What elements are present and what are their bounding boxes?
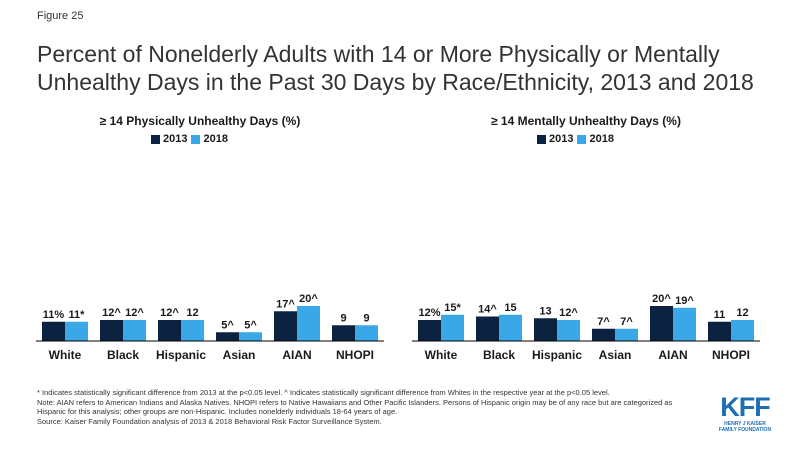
data-label-2018-hispanic: 12: [186, 307, 198, 319]
bar-2013-white: [42, 321, 65, 341]
bar-2013-nhopi: [708, 321, 731, 341]
data-label-2018-aian: 20^: [299, 293, 318, 305]
legend-label-2013: 2013: [549, 133, 574, 145]
category-label-asian: Asian: [223, 348, 256, 362]
category-label-black: Black: [107, 348, 139, 362]
data-label-2013-asian: 5^: [221, 319, 234, 331]
bar-2018-aian: [673, 307, 696, 341]
legend-item-2013: 2013: [151, 133, 187, 145]
bar-2018-asian: [615, 328, 638, 341]
bar-2018-black: [123, 320, 146, 341]
logo-line2: FAMILY FOUNDATION: [718, 427, 772, 433]
bar-2013-asian: [592, 328, 615, 341]
bar-2013-black: [100, 320, 123, 341]
legend-item-2018: 2018: [191, 133, 228, 145]
footnote-source: Source: Kaiser Family Foundation analysi…: [37, 416, 382, 426]
legend-label-2013: 2013: [163, 133, 188, 145]
category-label-aian: AIAN: [658, 348, 687, 362]
bar-2018-asian: [239, 332, 262, 341]
bar-2013-nhopi: [332, 325, 355, 341]
logo-line1: HENRY J KAISER: [724, 421, 766, 427]
legend-physical: 2013 2018: [151, 133, 232, 145]
bar-2018-aian: [297, 306, 320, 341]
legend-swatch-2013: [151, 134, 160, 144]
figure-label: Figure 25: [37, 10, 84, 22]
page-title: Percent of Nonelderly Adults with 14 or …: [37, 41, 754, 95]
bar-2018-nhopi: [355, 325, 378, 341]
data-label-2013-black: 12^: [102, 307, 121, 319]
footnote-note: Note: AIAN refers to American Indians an…: [37, 397, 673, 417]
category-label-asian: Asian: [599, 348, 632, 362]
data-label-2013-white: 11%: [43, 309, 65, 321]
logo-wordmark: KFF: [720, 392, 770, 422]
data-label-2018-asian: 5^: [244, 319, 257, 331]
legend-swatch-2018: [577, 134, 587, 144]
data-label-2018-black: 12^: [125, 307, 144, 319]
bar-2013-white: [418, 320, 441, 341]
legend-swatch-2013: [537, 134, 546, 144]
legend-item-2018: 2018: [577, 133, 614, 145]
kff-logo: KFF HENRY J KAISER FAMILY FOUNDATION: [715, 393, 775, 433]
data-label-2013-asian: 7^: [597, 316, 610, 328]
data-label-2018-nhopi: 12: [736, 307, 748, 319]
data-label-2013-black: 14^: [478, 304, 497, 316]
bar-2018-white: [441, 314, 464, 341]
bar-2018-black: [499, 314, 522, 341]
data-label-2013-white: 12%: [418, 307, 440, 319]
category-label-hispanic: Hispanic: [532, 348, 582, 362]
data-label-2018-aian: 19^: [675, 295, 694, 307]
chart-title-mental: ≥ 14 Mentally Unhealthy Days (%): [491, 114, 681, 128]
bar-charts: 11% 11* White 12^ 12^ Black 12^ 12 Hispanic 5^ 5^ A…: [36, 293, 760, 362]
category-label-aian: AIAN: [282, 348, 311, 362]
category-label-nhopi: NHOPI: [712, 348, 750, 362]
data-label-2013-aian: 20^: [652, 293, 671, 305]
bar-2013-black: [476, 316, 499, 341]
bar-2018-nhopi: [731, 320, 754, 341]
footnotes: * Indicates statistically significant di…: [37, 388, 677, 426]
data-label-2013-aian: 17^: [276, 298, 295, 310]
legend-mental: 2013 2018: [537, 133, 618, 145]
chart-title-physical: ≥ 14 Physically Unhealthy Days (%): [99, 114, 301, 128]
data-label-2018-asian: 7^: [620, 316, 633, 328]
category-label-white: White: [49, 348, 82, 362]
data-label-2018-white: 15*: [444, 302, 461, 314]
data-label-2018-nhopi: 9: [363, 312, 369, 324]
bar-2018-white: [65, 321, 88, 341]
data-label-2018-white: 11*: [69, 309, 86, 321]
data-label-2013-nhopi: 11: [714, 309, 726, 321]
legend-label-2018: 2018: [203, 133, 228, 145]
bar-2018-hispanic: [181, 320, 204, 341]
bar-2013-hispanic: [158, 320, 181, 341]
bar-2018-hispanic: [557, 320, 580, 341]
data-label-2013-hispanic: 12^: [160, 307, 179, 319]
data-label-2013-hispanic: 13: [539, 305, 551, 317]
bar-2013-hispanic: [534, 318, 557, 341]
category-label-black: Black: [483, 348, 515, 362]
legend-swatch-2018: [191, 134, 201, 144]
category-label-nhopi: NHOPI: [336, 348, 374, 362]
category-label-hispanic: Hispanic: [156, 348, 206, 362]
data-label-2013-nhopi: 9: [340, 312, 346, 324]
legend-label-2018: 2018: [589, 133, 614, 145]
legend-item-2013: 2013: [537, 133, 573, 145]
bar-2013-asian: [216, 332, 239, 341]
data-label-2018-black: 15: [504, 302, 516, 314]
footnote-significance: * Indicates statistically significant di…: [37, 388, 610, 397]
bar-2013-aian: [274, 311, 297, 341]
data-label-2018-hispanic: 12^: [559, 307, 578, 319]
bar-2013-aian: [650, 306, 673, 341]
category-label-white: White: [425, 348, 458, 362]
